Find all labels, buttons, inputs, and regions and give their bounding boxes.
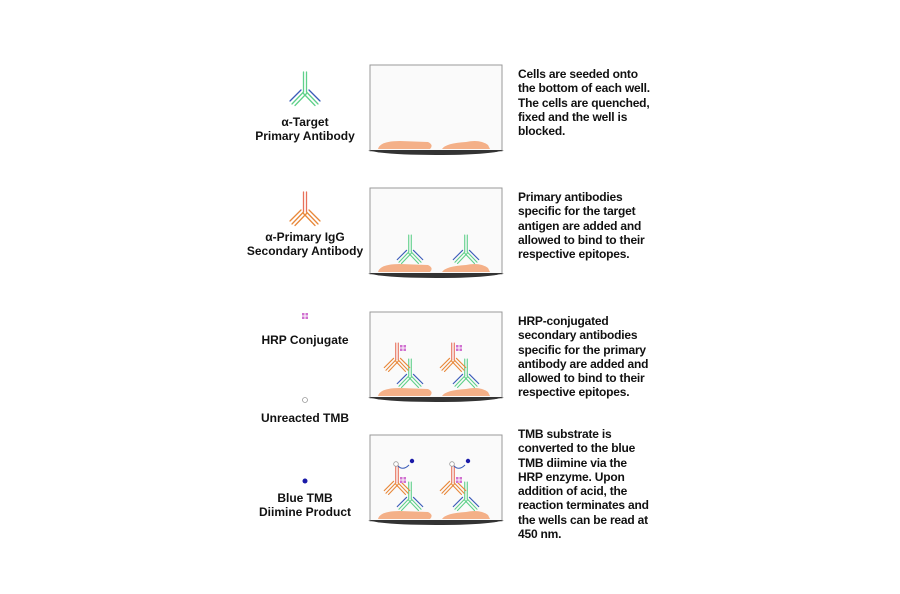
step-2-description: Primary antibodies specific for the targe… bbox=[518, 190, 645, 262]
step-1-description: Cells are seeded onto the bottom of each … bbox=[518, 67, 650, 139]
secondary-antibody bbox=[439, 342, 467, 373]
well-1 bbox=[368, 64, 504, 155]
secondary-antibody-icon bbox=[289, 191, 321, 227]
unreacted-tmb-icon bbox=[302, 397, 308, 403]
primary-antibody-icon bbox=[289, 71, 321, 107]
well-bottom bbox=[368, 520, 504, 525]
legend-label-primary-antibody: α-Target Primary Antibody bbox=[255, 115, 355, 143]
cell bbox=[442, 388, 490, 396]
well-4 bbox=[368, 434, 504, 525]
step-4-description: TMB substrate is converted to the blue TMB… bbox=[518, 427, 649, 542]
secondary-antibody bbox=[383, 342, 411, 373]
hrp-conjugate bbox=[400, 477, 406, 483]
cell bbox=[378, 264, 432, 272]
hrp-conjugate bbox=[456, 345, 462, 351]
primary-antibody bbox=[452, 234, 480, 265]
primary-antibody bbox=[396, 358, 424, 389]
well-bottom bbox=[368, 397, 504, 402]
blue-tmb-icon bbox=[302, 478, 308, 484]
legend-label-blue-tmb: Blue TMB Diimine Product bbox=[258, 491, 351, 519]
hrp-conjugate bbox=[400, 345, 406, 351]
hrp-conjugate-icon bbox=[302, 313, 308, 319]
step-3-description: HRP-conjugated secondary antibodies specif… bbox=[518, 314, 649, 400]
blue-tmb bbox=[409, 458, 415, 464]
primary-antibody bbox=[396, 234, 424, 265]
well-bottom bbox=[368, 273, 504, 278]
cell bbox=[442, 141, 490, 149]
blue-tmb bbox=[465, 458, 471, 464]
well-2 bbox=[368, 187, 504, 278]
secondary-antibody bbox=[383, 465, 411, 496]
conversion-arrow bbox=[453, 464, 466, 469]
hrp-conjugate bbox=[456, 477, 462, 483]
primary-antibody bbox=[452, 481, 480, 512]
cell bbox=[442, 264, 490, 272]
unreacted-tmb bbox=[393, 461, 399, 467]
well-3 bbox=[368, 311, 504, 402]
secondary-antibody bbox=[439, 465, 467, 496]
cell bbox=[442, 511, 490, 519]
legend-label-hrp-conjugate: HRP Conjugate bbox=[261, 333, 349, 347]
primary-antibody bbox=[452, 358, 480, 389]
cell bbox=[378, 511, 432, 519]
unreacted-tmb bbox=[449, 461, 455, 467]
cell bbox=[378, 141, 432, 149]
legend-label-unreacted-tmb: Unreacted TMB bbox=[260, 411, 349, 425]
conversion-arrow bbox=[397, 464, 410, 469]
legend-label-secondary-antibody: α-Primary IgG Secondary Antibody bbox=[246, 230, 364, 258]
well-bottom bbox=[368, 150, 504, 155]
primary-antibody bbox=[396, 481, 424, 512]
cell bbox=[378, 388, 432, 396]
